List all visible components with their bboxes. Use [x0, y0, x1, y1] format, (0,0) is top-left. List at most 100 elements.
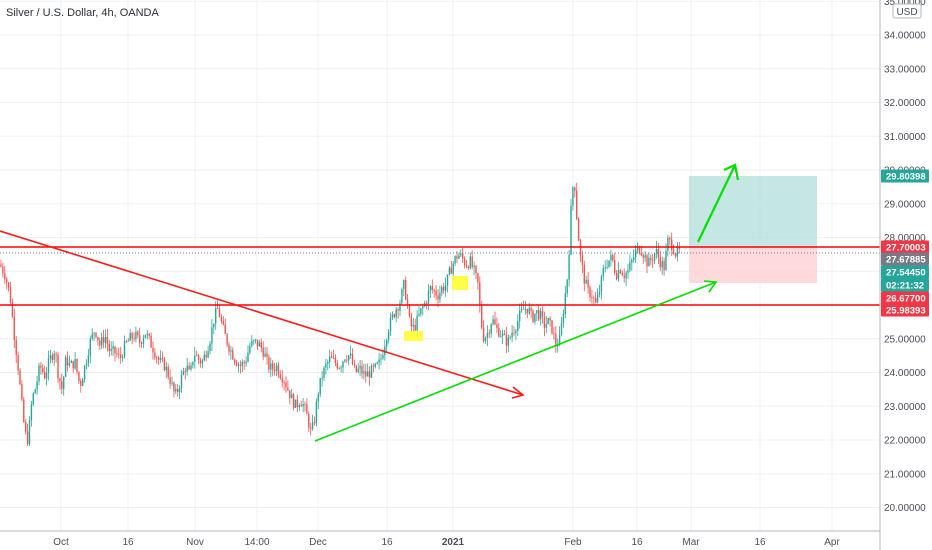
price-tag: 26.67700	[881, 291, 929, 305]
candle-body	[266, 353, 268, 357]
chart-title: Silver / U.S. Dollar, 4h, OANDA	[6, 7, 159, 19]
candle-body	[304, 403, 306, 405]
candle-body	[412, 324, 414, 327]
candle-body	[403, 280, 405, 290]
price-tag: 29.80398	[881, 169, 929, 183]
candle-body	[156, 357, 158, 359]
candle-body	[406, 299, 409, 306]
candle-body	[87, 355, 90, 364]
candle-body	[150, 335, 152, 348]
candle-body	[386, 339, 388, 347]
candle-body	[292, 394, 295, 408]
candle-body	[443, 287, 445, 291]
candle-body	[374, 363, 376, 367]
candle-body	[289, 390, 291, 399]
candle-body	[291, 394, 293, 399]
candle-body	[220, 316, 223, 322]
candle-body	[621, 273, 623, 276]
candle-body	[40, 365, 42, 368]
candle-body	[258, 342, 261, 347]
x-tick-label: Feb	[564, 537, 582, 548]
candle-body	[249, 345, 251, 353]
x-tick-label: Apr	[824, 537, 840, 548]
y-tick-label: 21.00000	[884, 469, 926, 480]
candle-body	[623, 275, 625, 279]
candle-body	[522, 308, 525, 310]
candle-body	[9, 287, 12, 303]
candle-body	[536, 310, 538, 314]
candle-body	[268, 356, 270, 370]
x-tick-label: 16	[754, 537, 766, 548]
candle-body	[612, 254, 614, 261]
candle-body	[237, 364, 240, 366]
price-tag-label: 02:21:32	[886, 281, 924, 292]
candle-body	[462, 253, 464, 259]
candle-body	[678, 247, 680, 249]
candle-body	[557, 345, 559, 347]
candle-body	[161, 358, 164, 360]
candle-body	[667, 237, 669, 252]
x-tick-label: Oct	[53, 537, 69, 548]
loss-zone	[689, 247, 817, 283]
candle-body	[448, 267, 451, 275]
candle-body	[577, 218, 580, 242]
candle-body	[346, 359, 348, 361]
candle-body	[256, 339, 259, 347]
price-tag: 25.98393	[881, 303, 929, 317]
candle-body	[42, 367, 44, 373]
candle-body	[640, 253, 642, 256]
candle-body	[222, 321, 224, 325]
candle-body	[108, 343, 110, 351]
candle-body	[564, 293, 566, 315]
candle-body	[78, 371, 80, 381]
green-arrow-head	[703, 280, 718, 293]
candle-body	[558, 334, 561, 346]
candle-body	[287, 387, 289, 391]
price-tag-label: 27.70003	[886, 243, 926, 254]
green-up-arrow	[697, 164, 736, 243]
candle-body	[657, 249, 660, 258]
candle-body	[104, 337, 107, 343]
candle-body	[245, 361, 247, 364]
candle-body	[253, 340, 255, 342]
candle-body	[353, 364, 356, 366]
candle-body	[368, 371, 371, 378]
price-tag-label: 27.54450	[886, 268, 926, 279]
candle-body	[89, 338, 91, 356]
candle-body	[118, 354, 120, 355]
candle-body	[30, 404, 33, 421]
candle-body	[456, 256, 458, 259]
candle-body	[619, 270, 622, 274]
candle-body	[158, 357, 160, 360]
candle-body	[194, 355, 196, 362]
candle-body	[342, 361, 344, 368]
candle-body	[530, 308, 532, 311]
candle-body	[83, 365, 86, 380]
candle-body	[465, 265, 468, 267]
candle-body	[581, 255, 584, 265]
candle-body	[232, 350, 234, 360]
candle-body	[633, 257, 635, 260]
candle-body	[186, 365, 188, 372]
candle-body	[441, 287, 443, 293]
candle-body	[281, 377, 283, 383]
candle-body	[460, 253, 462, 256]
candle-body	[338, 368, 340, 369]
currency-button[interactable]: USD	[892, 3, 922, 19]
green-trend-line	[314, 281, 717, 442]
candle-body	[330, 356, 333, 358]
candle-body	[7, 282, 10, 288]
candle-body	[4, 273, 6, 280]
candle-body	[486, 332, 489, 338]
candle-body	[131, 333, 133, 339]
candle-body	[313, 422, 316, 424]
candle-body	[49, 355, 52, 359]
candle-body	[501, 333, 504, 337]
candle-body	[243, 362, 245, 364]
candle-body	[408, 305, 411, 317]
candle-body	[25, 421, 27, 432]
candle-body	[490, 324, 492, 334]
candle-body	[452, 263, 454, 274]
candle-body	[395, 309, 397, 318]
candle-body	[139, 335, 141, 343]
